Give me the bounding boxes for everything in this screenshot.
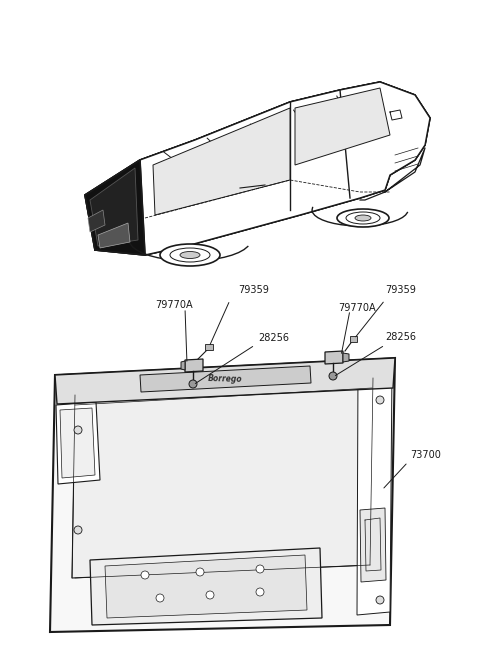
- Polygon shape: [85, 160, 145, 255]
- Ellipse shape: [170, 248, 210, 262]
- Polygon shape: [357, 368, 392, 615]
- Ellipse shape: [160, 244, 220, 266]
- Circle shape: [156, 594, 164, 602]
- Polygon shape: [140, 366, 311, 392]
- Text: 79770A: 79770A: [155, 300, 192, 310]
- Circle shape: [256, 588, 264, 596]
- Text: Borrego: Borrego: [208, 374, 242, 384]
- Polygon shape: [181, 361, 185, 370]
- Polygon shape: [140, 82, 430, 255]
- Polygon shape: [360, 508, 386, 582]
- Ellipse shape: [346, 212, 380, 224]
- Circle shape: [189, 380, 197, 388]
- Text: 28256: 28256: [258, 333, 289, 343]
- Polygon shape: [343, 353, 349, 362]
- Polygon shape: [90, 168, 138, 246]
- Polygon shape: [85, 82, 430, 255]
- Polygon shape: [60, 408, 95, 478]
- Text: 73700: 73700: [410, 450, 441, 460]
- Polygon shape: [105, 555, 307, 618]
- Polygon shape: [98, 223, 130, 248]
- Text: 28256: 28256: [385, 332, 416, 342]
- Polygon shape: [153, 108, 290, 215]
- Circle shape: [329, 372, 337, 380]
- Polygon shape: [55, 358, 395, 404]
- Polygon shape: [350, 336, 357, 342]
- Polygon shape: [56, 402, 100, 484]
- Ellipse shape: [355, 215, 371, 221]
- Polygon shape: [325, 351, 343, 364]
- Ellipse shape: [337, 209, 389, 227]
- Text: 79770A: 79770A: [338, 303, 376, 313]
- Circle shape: [376, 596, 384, 604]
- Polygon shape: [88, 210, 105, 232]
- Circle shape: [74, 526, 82, 534]
- Polygon shape: [295, 88, 390, 165]
- Ellipse shape: [180, 251, 200, 258]
- Circle shape: [376, 396, 384, 404]
- Text: 79359: 79359: [238, 285, 269, 295]
- Polygon shape: [205, 344, 213, 350]
- Circle shape: [74, 426, 82, 434]
- Polygon shape: [140, 82, 415, 172]
- Polygon shape: [185, 359, 203, 372]
- Polygon shape: [50, 358, 395, 632]
- Polygon shape: [90, 548, 322, 625]
- Circle shape: [256, 565, 264, 573]
- Text: 79359: 79359: [385, 285, 416, 295]
- Circle shape: [206, 591, 214, 599]
- Polygon shape: [72, 378, 375, 578]
- Circle shape: [141, 571, 149, 579]
- Circle shape: [196, 568, 204, 576]
